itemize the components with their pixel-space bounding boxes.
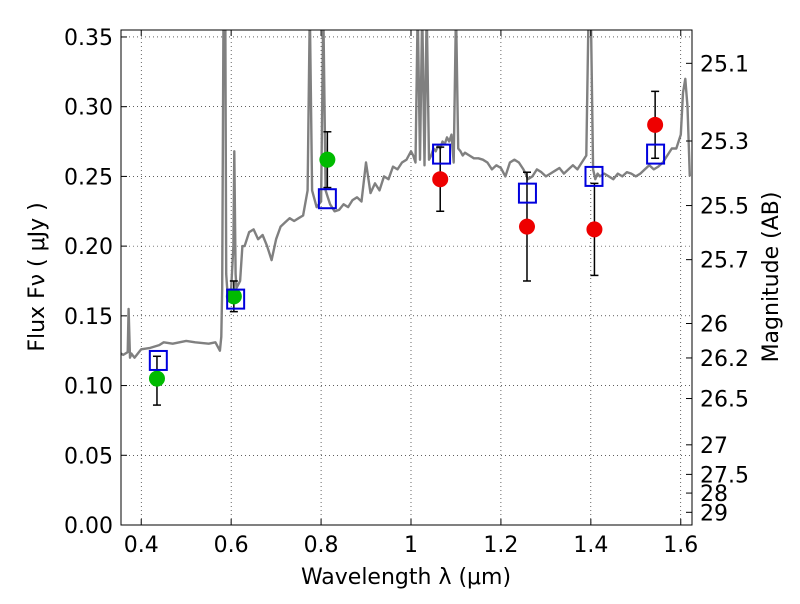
x-tick-label: 0.8 <box>304 533 339 558</box>
right-tick-label: 25.1 <box>700 52 749 77</box>
axes: 0.4 0.6 0.8 1 1.2 1.4 1.6 0.00 0.05 0.10 0.15 0.20 0… <box>64 26 749 558</box>
y-tick-label: 0.05 <box>64 444 113 469</box>
right-tick-label: 28 <box>700 482 728 507</box>
grid-lines <box>121 30 692 526</box>
right-tick-label: 27 <box>700 434 728 459</box>
red-points-marker <box>432 171 449 188</box>
x-tick-label: 0.4 <box>124 533 159 558</box>
y-axis-label: Flux Fν ( μJy ) <box>25 202 50 351</box>
y-tick-label: 0.10 <box>64 375 113 400</box>
right-tick-label: 26 <box>700 313 728 338</box>
x-axis-label: Wavelength λ (μm) <box>301 565 511 590</box>
right-tick-label: 26.2 <box>700 347 749 372</box>
right-axis-label: Magnitude (AB) <box>759 192 784 363</box>
right-tick-label: 25.3 <box>700 130 749 155</box>
right-tick-label: 25.5 <box>700 195 749 220</box>
x-tick-label: 1 <box>404 533 418 558</box>
x-tick-label: 0.6 <box>214 533 249 558</box>
y-tick-label: 0.15 <box>64 305 113 330</box>
y-tick-label: 0.35 <box>64 26 113 51</box>
model-photometry-square <box>517 182 537 204</box>
right-tick-label: 26.5 <box>700 388 749 413</box>
y-tick-label: 0.30 <box>64 96 113 121</box>
model-photometry-square <box>148 349 168 371</box>
green-points-marker <box>148 370 165 387</box>
model-photometry-square <box>317 188 337 210</box>
x-tick-label: 1.6 <box>663 533 698 558</box>
model-photometry-square <box>646 143 666 165</box>
right-tick-label: 29 <box>700 501 728 526</box>
red-points-marker <box>518 218 535 235</box>
plot-area <box>121 30 691 406</box>
plot-frame <box>120 29 693 526</box>
red-points-marker <box>647 116 664 133</box>
spectrum-line <box>121 30 691 359</box>
y-tick-label: 0.20 <box>64 235 113 260</box>
y-tick-label: 0.25 <box>64 165 113 190</box>
x-tick-label: 1.4 <box>573 533 608 558</box>
x-tick-label: 1.2 <box>483 533 518 558</box>
model-photometry-square <box>432 143 452 165</box>
red-points-marker <box>586 221 603 238</box>
model-photometry-square <box>584 165 604 187</box>
green-points-marker <box>319 151 336 168</box>
y-tick-label: 0.00 <box>64 514 113 539</box>
model-photometry-square <box>226 288 246 310</box>
green-points-marker <box>225 288 242 305</box>
right-tick-label: 25.7 <box>700 249 749 274</box>
right-tick-label: 27.5 <box>700 463 749 488</box>
